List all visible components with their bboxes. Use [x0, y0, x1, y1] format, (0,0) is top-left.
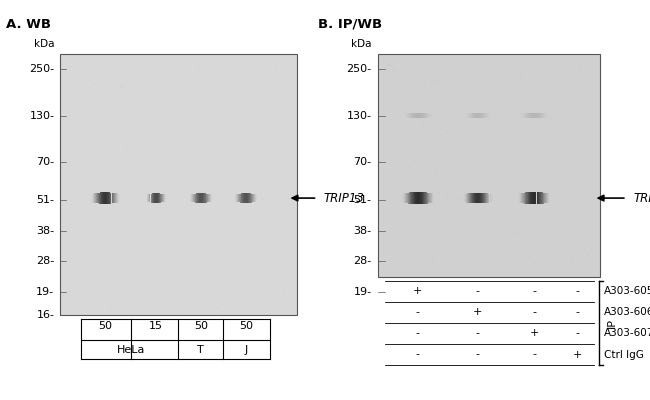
Text: 50: 50	[98, 321, 112, 331]
Text: J: J	[244, 345, 247, 355]
Text: -: -	[416, 307, 420, 317]
Text: 28-: 28-	[354, 256, 372, 266]
Text: -: -	[476, 350, 480, 360]
Text: -: -	[575, 286, 579, 296]
Text: 38-: 38-	[354, 226, 372, 236]
Text: IP: IP	[607, 318, 617, 328]
Text: -: -	[416, 350, 420, 360]
Text: 130-: 130-	[346, 110, 372, 120]
Text: 28-: 28-	[36, 256, 55, 266]
Text: kDa: kDa	[351, 40, 372, 50]
Text: 51-: 51-	[354, 195, 372, 205]
Text: B. IP/WB: B. IP/WB	[318, 18, 383, 31]
Text: -: -	[476, 328, 480, 338]
Text: +: +	[573, 350, 582, 360]
Text: 19-: 19-	[36, 287, 55, 297]
Text: 250-: 250-	[346, 64, 372, 74]
Text: kDa: kDa	[34, 40, 55, 50]
FancyBboxPatch shape	[60, 54, 296, 315]
Text: 19-: 19-	[354, 287, 372, 297]
Text: 38-: 38-	[36, 226, 55, 236]
Text: HeLa: HeLa	[116, 345, 145, 355]
Text: T: T	[198, 345, 204, 355]
Text: 70-: 70-	[36, 157, 55, 167]
Text: 51-: 51-	[36, 195, 55, 205]
Text: +: +	[529, 328, 539, 338]
Text: -: -	[476, 286, 480, 296]
FancyBboxPatch shape	[378, 54, 601, 277]
Text: TRIP13: TRIP13	[633, 192, 650, 204]
Text: +: +	[413, 286, 423, 296]
Text: A. WB: A. WB	[6, 18, 51, 31]
Text: 50: 50	[239, 321, 253, 331]
Text: Ctrl IgG: Ctrl IgG	[604, 350, 644, 360]
Text: -: -	[532, 350, 536, 360]
Text: 70-: 70-	[354, 157, 372, 167]
Text: A303-605A: A303-605A	[604, 286, 650, 296]
Text: -: -	[575, 328, 579, 338]
Text: 250-: 250-	[29, 64, 55, 74]
Text: -: -	[532, 286, 536, 296]
Text: 16-: 16-	[36, 310, 55, 320]
Text: -: -	[532, 307, 536, 317]
Text: 15: 15	[149, 321, 163, 331]
Text: A303-607A: A303-607A	[604, 328, 650, 338]
Text: 130-: 130-	[29, 110, 55, 120]
Text: -: -	[416, 328, 420, 338]
Text: A303-606A: A303-606A	[604, 307, 650, 317]
Text: -: -	[575, 307, 579, 317]
Text: TRIP13: TRIP13	[324, 192, 364, 204]
Text: 50: 50	[194, 321, 208, 331]
Text: +: +	[473, 307, 482, 317]
